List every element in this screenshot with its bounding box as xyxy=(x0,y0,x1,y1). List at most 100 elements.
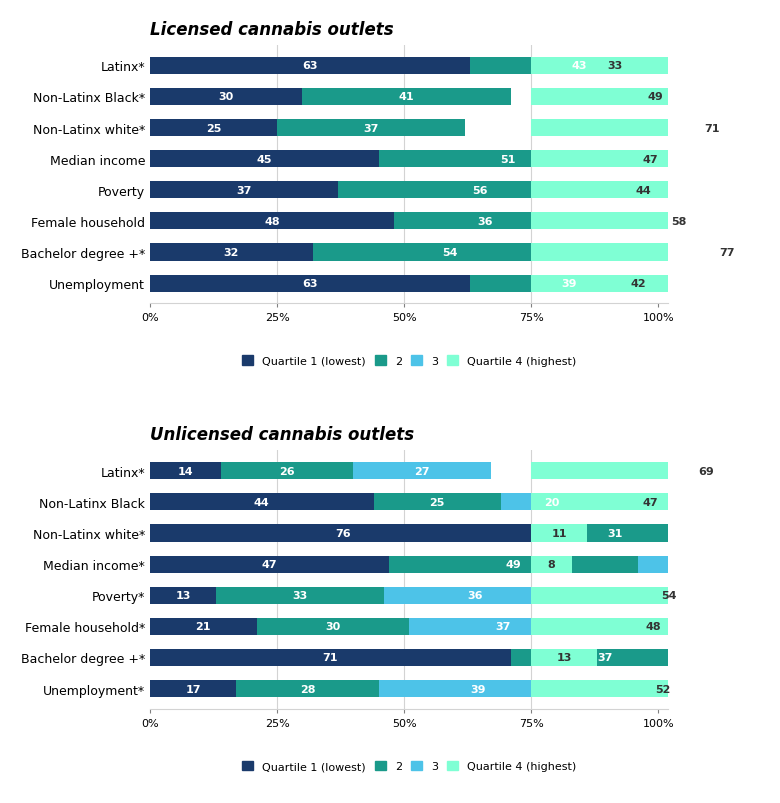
Bar xyxy=(531,244,780,261)
Bar xyxy=(699,649,775,666)
Text: 49: 49 xyxy=(648,92,664,102)
Text: Unlicensed cannabis outlets: Unlicensed cannabis outlets xyxy=(150,426,414,444)
Text: 37: 37 xyxy=(495,622,511,632)
Text: 17: 17 xyxy=(186,684,201,694)
Text: 32: 32 xyxy=(711,560,727,569)
Bar xyxy=(531,88,780,106)
Bar xyxy=(150,213,394,230)
Bar xyxy=(236,680,379,697)
Text: 58: 58 xyxy=(671,217,686,226)
Bar xyxy=(531,556,572,573)
Text: 33: 33 xyxy=(292,590,307,601)
Text: 13: 13 xyxy=(176,590,190,601)
Text: Licensed cannabis outlets: Licensed cannabis outlets xyxy=(150,21,394,39)
Bar xyxy=(313,244,587,261)
Bar xyxy=(150,275,470,292)
Bar xyxy=(531,649,597,666)
Bar xyxy=(531,494,770,511)
Text: 36: 36 xyxy=(467,590,483,601)
Bar xyxy=(638,556,780,573)
Bar xyxy=(150,58,470,75)
Text: 15: 15 xyxy=(729,653,745,662)
Text: 32: 32 xyxy=(224,247,239,258)
Bar xyxy=(150,680,236,697)
Text: 47: 47 xyxy=(261,560,277,569)
Text: 77: 77 xyxy=(719,247,735,258)
Text: 44: 44 xyxy=(635,185,651,195)
Bar xyxy=(501,494,602,511)
Bar xyxy=(531,182,755,199)
Legend: Quartile 1 (lowest), 2, 3, Quartile 4 (highest): Quartile 1 (lowest), 2, 3, Quartile 4 (h… xyxy=(238,756,580,776)
Text: 51: 51 xyxy=(501,154,516,165)
Text: 48: 48 xyxy=(264,217,280,226)
Text: 37: 37 xyxy=(363,124,379,133)
Text: 30: 30 xyxy=(218,92,234,102)
Bar xyxy=(384,587,567,604)
Text: 76: 76 xyxy=(335,528,351,538)
Bar xyxy=(531,618,775,635)
Text: 31: 31 xyxy=(608,528,622,538)
Bar xyxy=(531,680,780,697)
Bar xyxy=(150,463,221,479)
Bar xyxy=(374,494,501,511)
Text: 63: 63 xyxy=(303,279,317,289)
Bar xyxy=(394,213,577,230)
Bar xyxy=(531,120,780,137)
Text: 45: 45 xyxy=(257,154,272,165)
Bar xyxy=(150,120,277,137)
Text: 37: 37 xyxy=(597,653,612,662)
Text: 63: 63 xyxy=(303,61,317,71)
Text: 33: 33 xyxy=(608,61,622,71)
Text: 52: 52 xyxy=(656,684,671,694)
Bar xyxy=(537,525,694,542)
Text: 13: 13 xyxy=(557,653,572,662)
Bar xyxy=(150,618,257,635)
Text: 39: 39 xyxy=(562,279,577,289)
Text: 47: 47 xyxy=(643,497,658,507)
Bar xyxy=(150,88,303,106)
Text: 42: 42 xyxy=(630,279,646,289)
Bar xyxy=(150,151,379,168)
Bar xyxy=(531,463,780,479)
Text: 39: 39 xyxy=(470,684,486,694)
Text: 27: 27 xyxy=(414,467,430,476)
Bar xyxy=(150,556,389,573)
Bar xyxy=(470,275,668,292)
Text: 30: 30 xyxy=(325,622,341,632)
Bar xyxy=(257,618,410,635)
Bar xyxy=(531,58,699,75)
Text: 47: 47 xyxy=(643,154,658,165)
Bar xyxy=(150,182,338,199)
Bar xyxy=(150,649,511,666)
Bar xyxy=(338,182,622,199)
Text: 43: 43 xyxy=(572,61,587,71)
Text: 8: 8 xyxy=(548,560,555,569)
Text: 71: 71 xyxy=(323,653,339,662)
Bar xyxy=(216,587,384,604)
Bar xyxy=(694,525,780,542)
Text: 54: 54 xyxy=(661,590,676,601)
Bar xyxy=(150,525,537,542)
Text: 71: 71 xyxy=(704,124,719,133)
Text: 14: 14 xyxy=(178,467,193,476)
Bar xyxy=(303,88,511,106)
Bar xyxy=(389,556,638,573)
Bar xyxy=(221,463,353,479)
Text: 11: 11 xyxy=(551,528,567,538)
Bar xyxy=(150,587,216,604)
Legend: Quartile 1 (lowest), 2, 3, Quartile 4 (highest): Quartile 1 (lowest), 2, 3, Quartile 4 (h… xyxy=(238,351,580,371)
Bar xyxy=(379,151,638,168)
Text: 28: 28 xyxy=(300,684,315,694)
Bar xyxy=(531,587,780,604)
Text: 44: 44 xyxy=(254,497,270,507)
Bar xyxy=(277,120,465,137)
Text: 48: 48 xyxy=(645,622,661,632)
Bar xyxy=(511,649,699,666)
Bar xyxy=(150,244,313,261)
Bar xyxy=(470,58,689,75)
Text: 37: 37 xyxy=(236,185,252,195)
Text: 18: 18 xyxy=(732,528,747,538)
Bar xyxy=(379,680,577,697)
Text: 56: 56 xyxy=(473,185,488,195)
Bar xyxy=(410,618,597,635)
